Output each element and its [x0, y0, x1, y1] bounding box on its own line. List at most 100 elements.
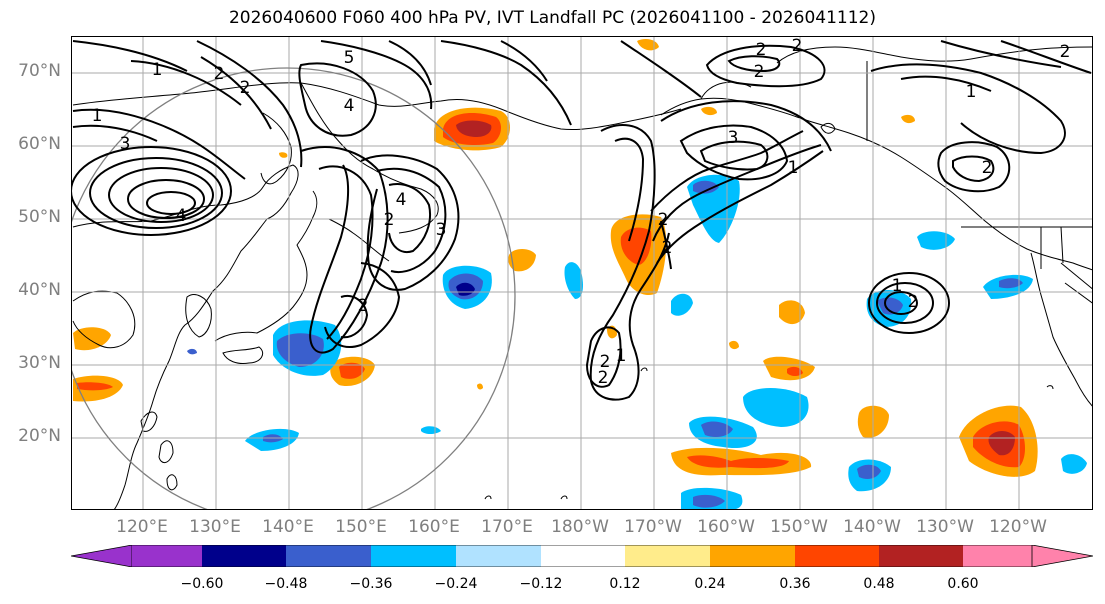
colorbar-extend-left — [70, 544, 133, 568]
colorbar-segment — [371, 545, 456, 567]
ivt-contour — [656, 150, 824, 264]
pv-positive-anomaly — [339, 362, 365, 379]
colorbar-segment — [625, 545, 710, 567]
ivt-contour — [360, 154, 460, 291]
contour-label: 2 — [754, 62, 765, 82]
ivt-contour — [870, 63, 1066, 155]
lat-label-70n: 70°N — [18, 61, 61, 81]
lon-label-150e: 150°E — [335, 517, 387, 537]
contour-label: 2 — [1060, 42, 1071, 62]
coastlines — [72, 46, 1092, 509]
lon-label-160w: 160°W — [697, 517, 755, 537]
colorbar-tick: −0.12 — [519, 576, 563, 592]
colorbar-tick: 0.24 — [694, 576, 726, 592]
contour-label: 2 — [384, 210, 395, 230]
ivt-contour — [589, 124, 670, 401]
pv-positive-anomaly — [988, 431, 1015, 456]
ivt-contour — [679, 124, 789, 181]
contour-label-group: 1 3 4 2 1 2 4 5 2 2 4 3 2 2 1 2 2 3 2 2 … — [92, 37, 1071, 388]
ivt-contour — [108, 167, 214, 223]
ivt-contour — [196, 40, 303, 168]
contour-label: 2 — [214, 64, 225, 84]
colorbar-tick: 0.12 — [609, 576, 641, 592]
lon-label-130e: 130°E — [189, 517, 241, 537]
contour-label: 3 — [436, 220, 447, 240]
contour-label: 1 — [892, 276, 903, 296]
pv-positive-anomaly — [73, 327, 111, 351]
pv-anomaly-shading — [73, 39, 1087, 509]
contour-label: 2 — [982, 158, 993, 178]
contour-label: 5 — [344, 48, 355, 68]
contour-label: 2 — [598, 368, 609, 388]
colorbar-tick: 0.60 — [947, 576, 979, 592]
ivt-contour — [440, 40, 572, 126]
ivt-contour — [620, 40, 702, 98]
colorbar-tick: −0.48 — [264, 576, 308, 592]
ivt-contour — [500, 40, 548, 82]
graticule — [72, 37, 1092, 509]
pv-positive-anomaly — [279, 152, 288, 158]
pv-negative-anomaly — [693, 494, 725, 508]
pv-negative-anomaly — [857, 464, 881, 479]
contour-label: 2 — [792, 37, 803, 56]
landfall-region-circle — [72, 67, 516, 509]
ivt-contour — [340, 295, 369, 339]
colorbar-segment — [541, 545, 625, 567]
colorbar-segment — [286, 545, 371, 567]
lat-label-30n: 30°N — [18, 353, 61, 373]
colorbar-segment — [795, 545, 879, 567]
contour-label: 4 — [176, 206, 187, 226]
pv-negative-anomaly — [1061, 454, 1087, 474]
pv-positive-anomaly — [637, 39, 659, 51]
contour-label: 2 — [756, 40, 767, 60]
pv-negative-anomaly — [917, 231, 955, 250]
pv-negative-anomaly — [693, 180, 719, 194]
contour-label: 2 — [358, 296, 369, 316]
ivt-contour — [72, 146, 232, 236]
lon-label-140e: 140°E — [262, 517, 314, 537]
lon-label-140w: 140°W — [843, 517, 901, 537]
contour-label: 2 — [240, 78, 251, 98]
pv-negative-anomaly — [421, 426, 441, 434]
ivt-contour — [868, 272, 950, 334]
colorbar-segment — [202, 545, 286, 567]
pv-positive-anomaly — [779, 300, 805, 325]
pv-negative-anomaly — [187, 348, 197, 355]
pv-positive-anomaly — [508, 249, 536, 272]
contour-label: 4 — [344, 96, 355, 116]
colorbar-tick: 0.48 — [863, 576, 895, 592]
ivt-contour — [699, 140, 769, 171]
lat-label-40n: 40°N — [18, 280, 61, 300]
ivt-contour — [127, 179, 205, 219]
colorbar-segment — [963, 545, 1032, 567]
map-title: 2026040600 F060 400 hPa PV, IVT Landfall… — [228, 8, 876, 28]
colorbar-tick: −0.60 — [180, 576, 224, 592]
colorbar-tick: −0.36 — [349, 576, 393, 592]
ivt-contour — [200, 56, 272, 130]
ivt-contour — [72, 40, 188, 72]
colorbar-segment — [879, 545, 963, 567]
ivt-contour — [900, 75, 992, 92]
pv-positive-anomaly — [77, 382, 113, 391]
lon-label-170w: 170°W — [624, 517, 682, 537]
contour-label: 2 — [600, 352, 611, 372]
pv-positive-anomaly — [701, 106, 717, 116]
contour-label: 3 — [120, 134, 131, 154]
lon-label-120e: 120°E — [116, 517, 168, 537]
ivt-contour — [705, 44, 826, 88]
ivt-contour — [320, 40, 433, 110]
lon-label-180w: 180°W — [551, 517, 609, 537]
pv-negative-anomaly — [671, 293, 693, 316]
colorbar-extend-right — [1031, 544, 1094, 568]
pv-negative-anomaly — [743, 388, 809, 427]
ivt-contour — [660, 100, 832, 152]
ivt-contour — [388, 183, 431, 253]
pv-positive-anomaly — [687, 455, 789, 469]
ivt-contour — [652, 144, 822, 242]
colorbar-tick: 0.36 — [779, 576, 811, 592]
contour-label: 4 — [396, 190, 407, 210]
ivt-contour — [876, 282, 934, 324]
pv-positive-anomaly — [620, 227, 652, 265]
ivt-contour — [388, 40, 432, 86]
ivt-contour — [72, 108, 246, 180]
